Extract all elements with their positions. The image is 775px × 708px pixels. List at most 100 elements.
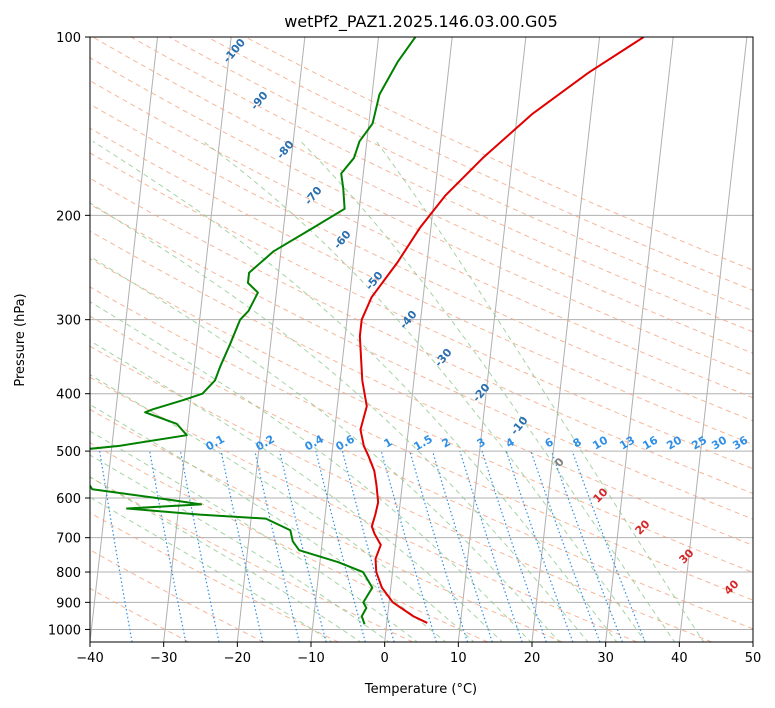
dry-adiabat-line: [90, 57, 753, 376]
y-tick-label: 400: [56, 388, 81, 403]
mixing-ratio-label: 36: [730, 433, 750, 452]
dry-adiabat-line: [90, 203, 753, 520]
x-tick-label: 10: [450, 651, 467, 666]
dry-adiabat-line: [90, 103, 753, 422]
dry-adiabat-label: -70: [302, 184, 325, 208]
moist-adiabat-line: [300, 140, 676, 642]
dewpoint-profile-line: [90, 37, 417, 625]
moist-adiabat-line: [90, 374, 475, 642]
dry-adiabat-line: [90, 512, 339, 642]
mixing-ratio-label: 0.6: [334, 432, 358, 453]
y-tick-label: 1000: [48, 623, 81, 638]
x-tick-label: −10: [297, 651, 324, 666]
isotherm-line: [605, 37, 674, 642]
dry-adiabat-line: [90, 152, 753, 470]
dry-adiabat-line: [90, 549, 264, 642]
isotherm-line: [0, 37, 10, 642]
moist-adiabat-line: [202, 140, 647, 642]
x-axis-label: Temperature (°C): [364, 682, 477, 697]
mixing-ratio-line: [505, 450, 574, 642]
mixing-ratio-line: [459, 450, 523, 642]
mixing-ratio-label: 3: [475, 435, 488, 450]
dry-adiabat-line: [90, 442, 488, 642]
x-tick-label: 50: [745, 651, 762, 666]
dry-adiabat-line: [90, 476, 414, 642]
mixing-ratio-line: [380, 450, 437, 642]
mixing-ratio-line: [254, 450, 300, 642]
x-tick-label: 0: [381, 651, 389, 666]
moist-adiabat-line: [90, 255, 560, 642]
mixing-ratio-label: 0.1: [204, 432, 227, 453]
mixing-ratio-label: 20: [664, 433, 684, 452]
isotherm-line: [752, 637, 753, 642]
mixing-ratio-label: 1.5: [412, 432, 435, 453]
moist-adiabat-line: [90, 301, 532, 642]
mixing-ratio-line: [550, 450, 623, 642]
moist-adiabat-label: 10: [591, 485, 611, 505]
dry-adiabat-line: [168, 37, 753, 312]
y-tick-label: 200: [56, 209, 81, 224]
dry-adiabat-label: -60: [331, 228, 354, 252]
x-tick-label: 30: [597, 651, 614, 666]
y-tick-label: 700: [56, 532, 81, 547]
mixing-ratio-label: 10: [590, 433, 610, 452]
plot-area: 0.1 0.2 0.4 0.6 1 1.5 2 3 4 6 8 10 13 16 20 25 30 36-100-…: [0, 36, 753, 642]
y-tick-label: 300: [56, 314, 81, 329]
background-lines: [0, 37, 753, 642]
mixing-ratio-line: [409, 450, 469, 642]
moist-adiabat-line: [90, 476, 362, 642]
dry-adiabat-label: -100: [220, 36, 248, 66]
profile-lines: [90, 37, 645, 625]
y-tick-label: 600: [56, 492, 81, 507]
mixing-ratio-line: [431, 450, 493, 642]
moist-adiabat-line: [90, 496, 334, 642]
y-tick-label: 900: [56, 596, 81, 611]
isotherm-line: [531, 37, 601, 642]
moist-adiabat-label: 40: [722, 577, 742, 597]
dry-adiabat-line: [90, 177, 753, 495]
isotherm-line: [236, 37, 306, 642]
moist-adiabat-line: [90, 404, 447, 642]
mixing-ratio-line: [315, 450, 366, 642]
isotherm-line: [678, 37, 748, 642]
moist-adiabat-line: [90, 430, 419, 642]
isotherm-line: [90, 37, 159, 642]
mixing-ratio-line: [99, 451, 133, 642]
y-tick-label: 100: [56, 31, 81, 46]
y-tick-label: 500: [56, 445, 81, 460]
x-tick-label: −30: [150, 651, 177, 666]
mixing-ratio-line: [149, 450, 187, 642]
isotherm-line: [457, 37, 527, 642]
moist-adiabat-line: [375, 141, 705, 642]
moist-adiabat-label: 30: [677, 546, 697, 566]
mixing-ratio-label: 16: [640, 433, 660, 452]
dry-adiabat-label: -30: [432, 346, 455, 370]
mixing-ratio-label: 0.2: [254, 432, 277, 453]
dry-adiabat-line: [90, 258, 753, 573]
chart-title: wetPf2_PAZ1.2025.146.03.00.G05: [284, 12, 558, 32]
mixing-ratio-label: 1: [382, 435, 395, 450]
mixing-ratio-label: 13: [617, 434, 637, 453]
dry-adiabat-label: -50: [363, 269, 386, 293]
y-axis-label: Pressure (hPa): [13, 293, 28, 386]
mixing-ratio-line: [530, 450, 601, 642]
mixing-ratio-line: [279, 450, 327, 642]
dry-adiabat-label: -40: [397, 308, 420, 332]
isotherm-line: [384, 37, 453, 642]
mixing-ratio-line: [179, 450, 220, 642]
dry-adiabat-label: -20: [470, 381, 493, 405]
mixing-ratio-label: 4: [504, 435, 517, 450]
temperature-profile-line: [358, 37, 645, 624]
dry-adiabat-line: [90, 408, 563, 642]
mixing-ratio-line: [571, 450, 646, 642]
mixing-ratio-line: [481, 450, 547, 642]
dry-adiabat-line: [90, 376, 638, 642]
x-tick-label: 40: [671, 651, 688, 666]
x-tick-label: −40: [76, 651, 103, 666]
mixing-ratio-label: 30: [709, 433, 729, 452]
moist-adiabat-line: [90, 202, 589, 642]
dry-adiabat-line: [90, 80, 753, 399]
isotherm-line: [163, 37, 232, 642]
x-tick-label: −20: [224, 651, 251, 666]
